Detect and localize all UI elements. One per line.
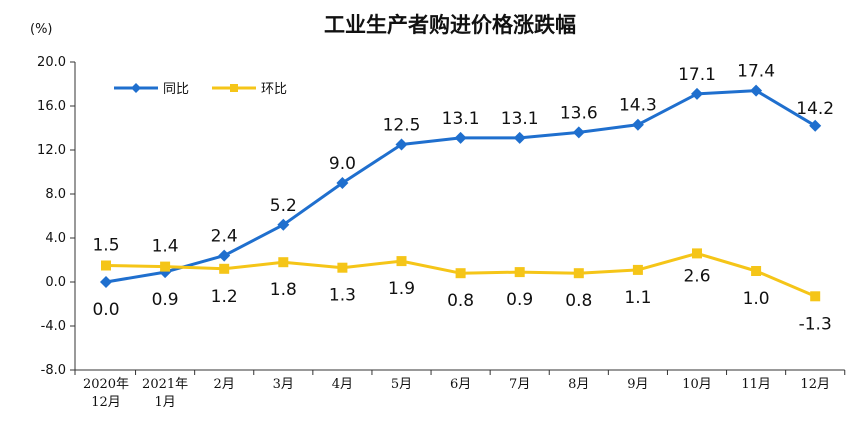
data-label-mom: 1.0 — [743, 289, 770, 309]
x-tick-label-line: 3月 — [273, 377, 294, 392]
data-label-yoy: 5.2 — [270, 196, 297, 216]
data-point-mom — [514, 267, 525, 278]
data-label-yoy: 14.3 — [619, 96, 657, 116]
data-point-mom — [692, 248, 702, 259]
data-label-mom: 1.4 — [152, 237, 179, 257]
data-point-mom — [278, 257, 289, 268]
x-tick-label-line: 12月 — [800, 377, 830, 392]
x-tick-label-line: 2020年 — [83, 377, 129, 392]
x-tick-label: 7月 — [509, 377, 530, 392]
data-point-yoy — [395, 138, 408, 151]
y-tick-label: 16.0 — [37, 99, 66, 114]
data-label-mom: -1.3 — [799, 314, 832, 334]
y-tick-label: 8.0 — [45, 187, 66, 202]
chart-title: 工业生产者购进价格涨跌幅 — [324, 13, 576, 37]
data-label-mom: 2.6 — [683, 266, 710, 286]
data-label-yoy: 12.5 — [383, 116, 421, 136]
data-label-yoy: 0.9 — [152, 290, 179, 310]
x-tick-label-line: 7月 — [509, 377, 530, 392]
data-point-yoy — [218, 249, 231, 262]
data-label-yoy: 17.1 — [678, 65, 716, 85]
x-tick-label-line: 6月 — [450, 377, 471, 392]
y-axis-unit: (%) — [30, 22, 53, 37]
data-point-mom — [810, 291, 821, 302]
data-label-yoy: 2.4 — [211, 227, 238, 247]
data-label-yoy: 17.4 — [737, 62, 775, 82]
data-point-mom — [632, 264, 643, 275]
data-point-mom — [751, 266, 762, 276]
x-tick-label: 2月 — [214, 377, 235, 392]
x-tick-label-line: 12月 — [91, 395, 121, 410]
data-point-mom — [337, 262, 348, 273]
x-tick-label-line: 2月 — [214, 377, 235, 392]
y-tick-label: -4.0 — [41, 319, 66, 334]
y-tick-label: 4.0 — [45, 231, 66, 246]
data-label-yoy: 13.1 — [501, 109, 539, 129]
data-label-mom: 1.5 — [92, 236, 119, 256]
data-label-mom: 0.8 — [447, 291, 474, 311]
data-label-yoy: 14.2 — [796, 99, 834, 119]
x-tick-label-line: 5月 — [391, 377, 412, 392]
data-point-mom — [455, 268, 466, 279]
x-tick-label-line: 10月 — [682, 377, 712, 392]
x-tick-label: 10月 — [682, 377, 712, 392]
x-tick-label-line: 1月 — [154, 395, 175, 410]
data-label-mom: 1.8 — [270, 280, 297, 300]
x-tick-label-line: 4月 — [332, 377, 353, 392]
x-tick-label: 9月 — [627, 377, 648, 392]
x-tick-label-line: 9月 — [627, 377, 648, 392]
data-label-mom: 1.9 — [388, 279, 415, 299]
legend: 同比 环比 — [114, 82, 287, 97]
data-label-mom: 1.3 — [329, 286, 356, 306]
x-tick-label: 11月 — [741, 377, 771, 392]
x-tick-label: 12月 — [800, 377, 830, 392]
data-point-yoy — [631, 118, 644, 131]
series-layer — [100, 84, 822, 302]
data-label-yoy: 9.0 — [329, 154, 356, 174]
data-label-yoy: 13.1 — [442, 109, 480, 129]
legend-marker-square — [230, 84, 238, 92]
data-point-mom — [573, 268, 584, 279]
data-label-mom: 0.8 — [565, 291, 592, 311]
data-point-yoy — [572, 126, 585, 139]
x-tick-label-line: 8月 — [568, 377, 589, 392]
data-point-mom — [101, 260, 111, 271]
data-label-mom: 1.1 — [624, 288, 651, 308]
data-point-yoy — [691, 87, 703, 100]
data-label-mom: 1.2 — [211, 287, 238, 307]
legend-label: 同比 — [163, 82, 189, 97]
y-tick-label: 0.0 — [45, 275, 66, 290]
y-tick-label: 12.0 — [37, 143, 66, 158]
x-tick-label: 4月 — [332, 377, 353, 392]
data-point-yoy — [454, 131, 467, 144]
data-point-mom — [160, 261, 171, 272]
labels-layer: 0.0 0.9 2.4 5.2 9.0 12.5 13.1 13.1 13.6 14.3 17.1 1… — [92, 62, 834, 335]
x-tick-label: 3月 — [273, 377, 294, 392]
x-tick-label: 2020年 12月 — [83, 377, 129, 410]
x-tick-label: 6月 — [450, 377, 471, 392]
legend-label: 环比 — [261, 82, 287, 97]
x-tick-label-line: 11月 — [741, 377, 771, 392]
data-label-yoy: 0.0 — [92, 300, 119, 320]
data-point-yoy — [513, 131, 526, 144]
legend-marker-diamond — [131, 83, 141, 93]
data-point-yoy — [277, 218, 290, 231]
data-point-yoy — [100, 276, 112, 288]
data-point-yoy — [336, 177, 349, 189]
x-tick-label: 2021年 1月 — [142, 377, 188, 410]
y-tick-label: -8.0 — [41, 363, 66, 378]
data-point-yoy — [809, 119, 822, 132]
data-point-yoy — [750, 84, 763, 97]
x-tick-label: 5月 — [391, 377, 412, 392]
data-label-yoy: 13.6 — [560, 103, 598, 123]
data-point-mom — [219, 263, 230, 274]
x-tick-label: 8月 — [568, 377, 589, 392]
y-tick-label: 20.0 — [37, 55, 66, 70]
x-tick-label-line: 2021年 — [142, 377, 188, 392]
data-point-mom — [396, 256, 407, 267]
data-label-mom: 0.9 — [506, 290, 533, 310]
